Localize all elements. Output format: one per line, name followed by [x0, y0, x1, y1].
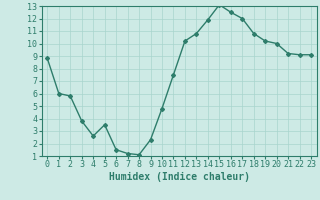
X-axis label: Humidex (Indice chaleur): Humidex (Indice chaleur) [109, 172, 250, 182]
